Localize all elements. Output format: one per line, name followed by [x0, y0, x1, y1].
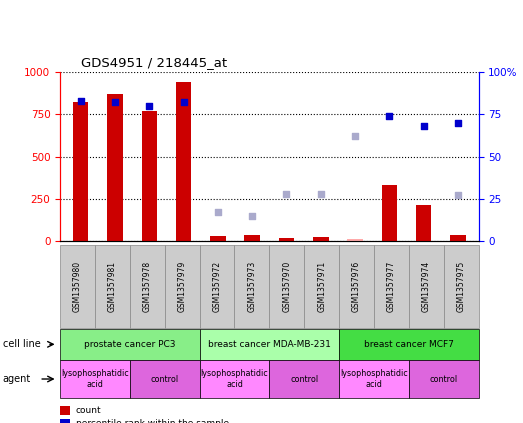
Text: GSM1357980: GSM1357980 — [73, 261, 82, 312]
Text: prostate cancer PC3: prostate cancer PC3 — [84, 340, 176, 349]
Text: breast cancer MCF7: breast cancer MCF7 — [364, 340, 454, 349]
Bar — [244, 235, 260, 241]
Text: percentile rank within the sample: percentile rank within the sample — [76, 418, 229, 423]
Point — [419, 123, 428, 129]
Text: GSM1357978: GSM1357978 — [143, 261, 152, 312]
Text: GSM1357976: GSM1357976 — [352, 261, 361, 312]
Point — [282, 190, 291, 197]
Point — [111, 99, 119, 106]
Bar — [279, 238, 294, 241]
Point — [76, 97, 85, 104]
Point — [454, 119, 462, 126]
Text: breast cancer MDA-MB-231: breast cancer MDA-MB-231 — [208, 340, 331, 349]
Point — [351, 133, 359, 140]
Point — [214, 209, 222, 216]
Bar — [176, 82, 191, 241]
Text: GSM1357975: GSM1357975 — [457, 261, 465, 312]
Text: control: control — [151, 374, 179, 384]
Bar — [73, 102, 88, 241]
Text: GSM1357974: GSM1357974 — [422, 261, 431, 312]
Text: agent: agent — [3, 374, 31, 384]
Point — [385, 113, 394, 119]
Bar — [416, 205, 431, 241]
Text: GSM1357973: GSM1357973 — [247, 261, 256, 312]
Text: control: control — [429, 374, 458, 384]
Text: lysophosphatidic
acid: lysophosphatidic acid — [201, 369, 268, 389]
Bar — [382, 185, 397, 241]
Text: control: control — [290, 374, 319, 384]
Text: lysophosphatidic
acid: lysophosphatidic acid — [340, 369, 408, 389]
Bar — [142, 111, 157, 241]
Point — [454, 192, 462, 199]
Text: GSM1357981: GSM1357981 — [108, 261, 117, 312]
Bar — [347, 239, 363, 241]
Text: lysophosphatidic
acid: lysophosphatidic acid — [61, 369, 129, 389]
Text: GSM1357970: GSM1357970 — [282, 261, 291, 312]
Text: GSM1357977: GSM1357977 — [387, 261, 396, 312]
Bar — [210, 236, 225, 241]
Bar — [450, 235, 465, 241]
Bar — [313, 237, 328, 241]
Text: GSM1357972: GSM1357972 — [212, 261, 222, 312]
Text: GSM1357971: GSM1357971 — [317, 261, 326, 312]
Text: cell line: cell line — [3, 339, 40, 349]
Text: count: count — [76, 406, 101, 415]
Point — [179, 99, 188, 106]
Point — [145, 102, 153, 109]
Point — [316, 190, 325, 197]
Point — [248, 212, 256, 219]
Bar — [107, 94, 123, 241]
Text: GSM1357979: GSM1357979 — [178, 261, 187, 312]
Text: GDS4951 / 218445_at: GDS4951 / 218445_at — [81, 56, 227, 69]
